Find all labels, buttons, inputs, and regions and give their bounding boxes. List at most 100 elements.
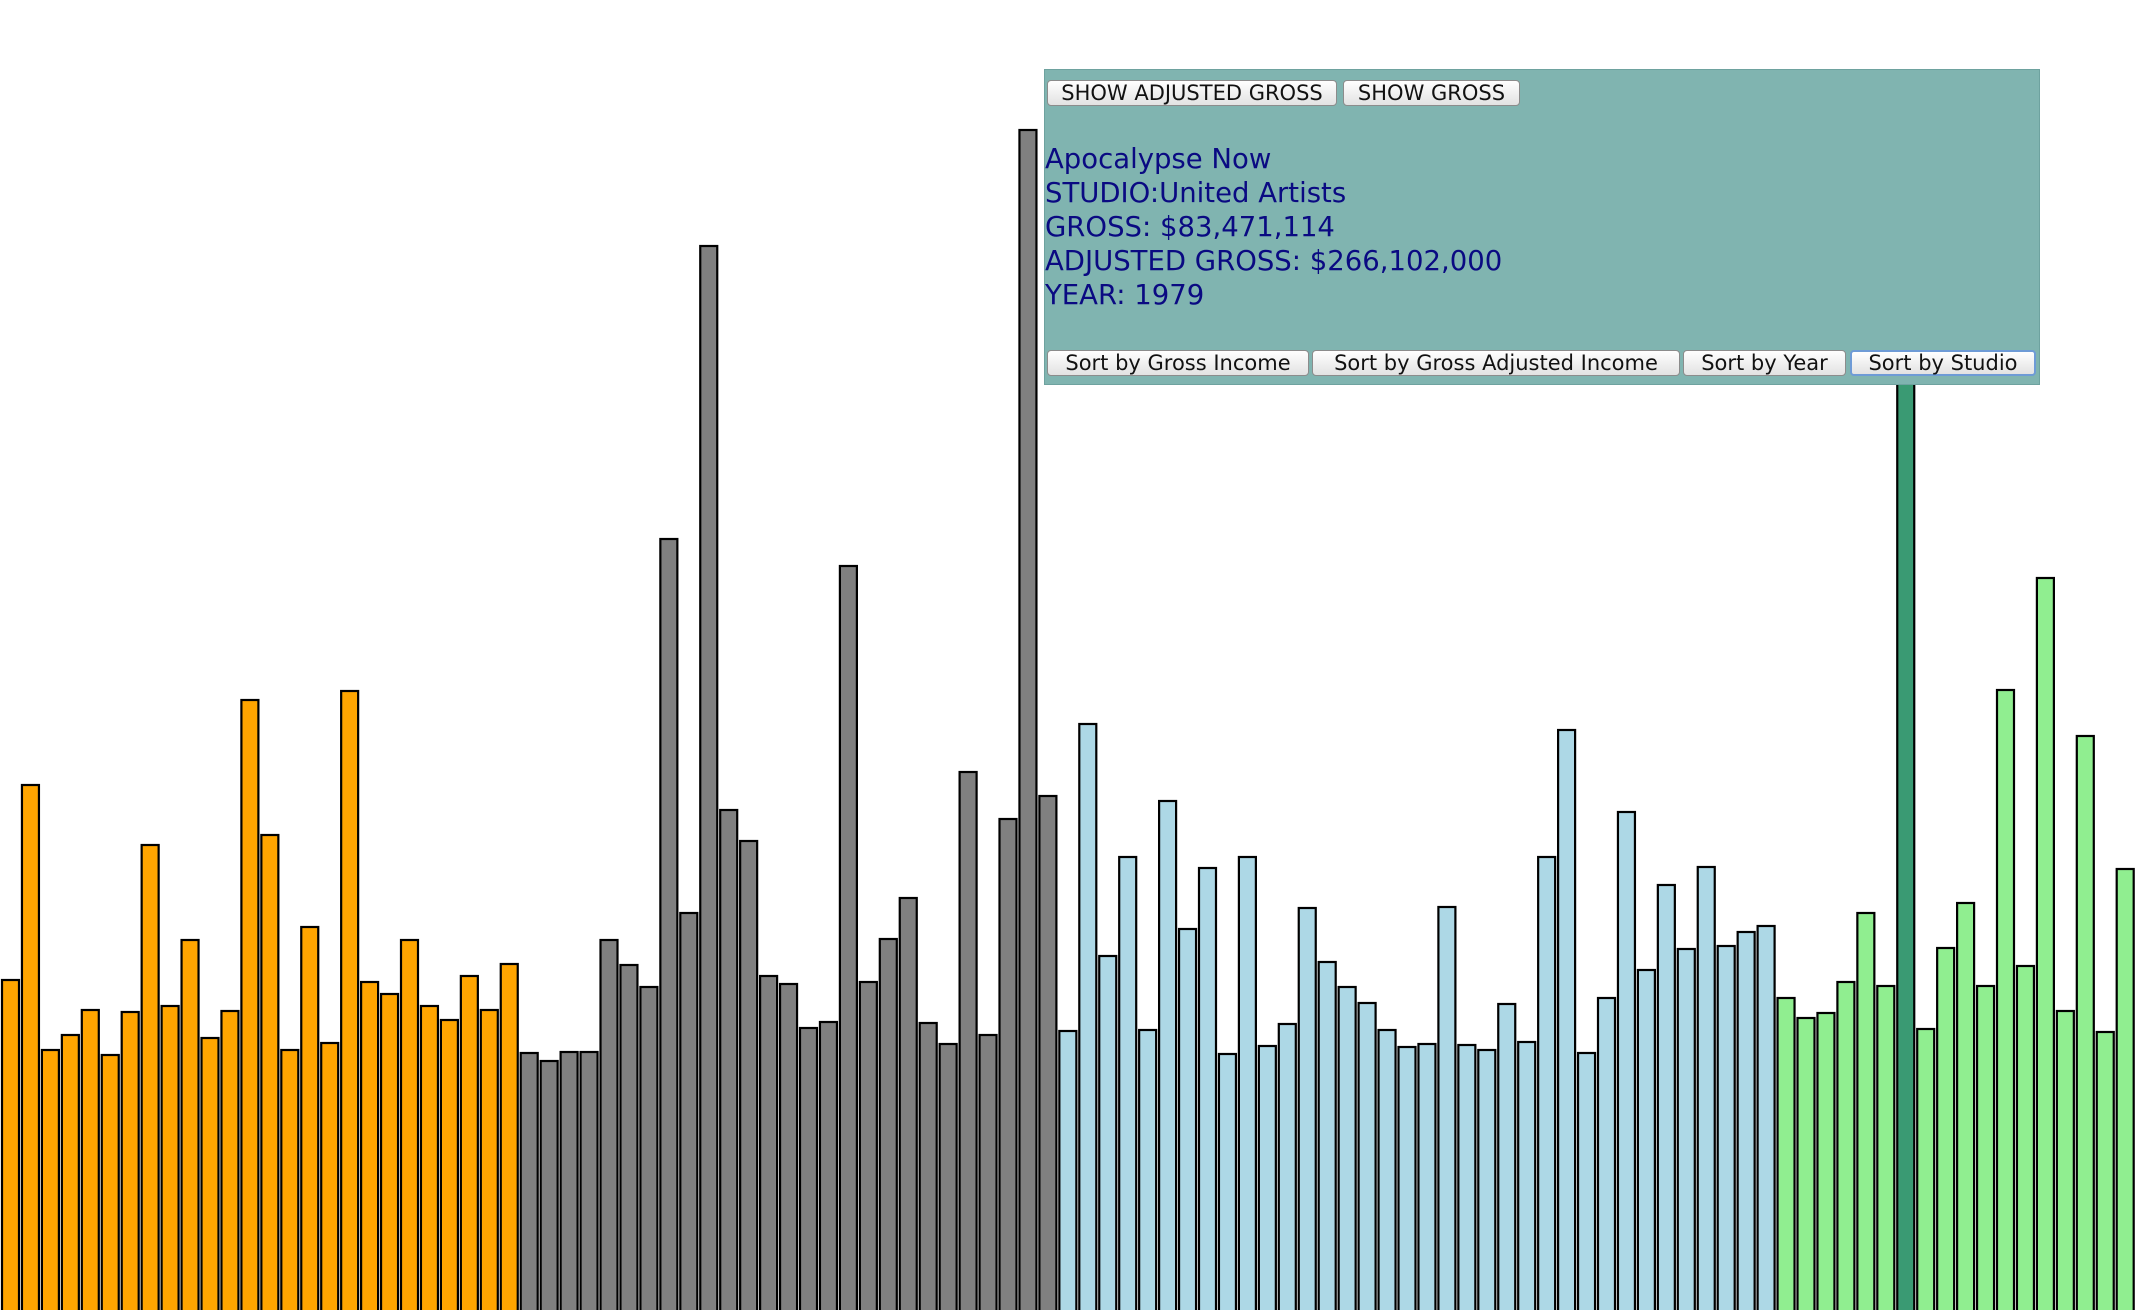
bar-3-17[interactable] (1377, 1028, 1397, 1310)
bar-2-27[interactable] (1038, 794, 1058, 1310)
bar-1-7[interactable] (120, 1010, 140, 1310)
bar-2-19[interactable] (878, 937, 898, 1310)
bar-4-3[interactable] (1816, 1011, 1836, 1310)
bar-2-22[interactable] (938, 1042, 958, 1310)
bar-3-31[interactable] (1656, 883, 1676, 1310)
bar-1-9[interactable] (160, 1004, 180, 1310)
bar-1-14[interactable] (260, 833, 280, 1310)
bar-4-10[interactable] (1955, 901, 1976, 1310)
bar-2-13[interactable] (758, 974, 779, 1310)
bar-3-8[interactable] (1197, 866, 1218, 1310)
bar-2-3[interactable] (559, 1050, 579, 1310)
bar-3-11[interactable] (1257, 1044, 1277, 1310)
bar-1-17[interactable] (320, 1041, 340, 1310)
bar-3-19[interactable] (1417, 1042, 1437, 1310)
bar-3-13[interactable] (1297, 906, 1317, 1310)
bar-1-5[interactable] (80, 1008, 100, 1310)
bar-3-24[interactable] (1517, 1040, 1537, 1310)
bar-3-4[interactable] (1118, 855, 1138, 1310)
bar-1-8[interactable] (140, 843, 160, 1310)
bar-3-15[interactable] (1337, 985, 1357, 1310)
bar-2-17[interactable] (838, 564, 859, 1310)
bar-1-2[interactable] (20, 783, 41, 1310)
bar-2-7[interactable] (639, 985, 659, 1310)
bar-1-4[interactable] (60, 1033, 80, 1310)
bar-3-35[interactable] (1736, 930, 1756, 1310)
bar-2-2[interactable] (539, 1059, 559, 1310)
bar-1-26[interactable] (499, 962, 519, 1310)
bar-3-20[interactable] (1437, 905, 1457, 1310)
bar-3-2[interactable] (1078, 722, 1098, 1310)
bar-4-9[interactable] (1936, 946, 1956, 1310)
bar-3-33[interactable] (1696, 865, 1716, 1310)
bar-3-30[interactable] (1636, 968, 1657, 1310)
bar-2-24[interactable] (978, 1033, 998, 1310)
bar-3-32[interactable] (1676, 947, 1696, 1310)
bar-4-1[interactable] (1776, 996, 1796, 1310)
sort-by-year-button[interactable]: Sort by Year (1683, 350, 1846, 376)
sort-by-gross-button[interactable]: Sort by Gross Income (1047, 350, 1309, 376)
bar-1-24[interactable] (459, 974, 479, 1310)
bar-4-6[interactable] (1876, 984, 1896, 1310)
bar-3-26[interactable] (1556, 728, 1577, 1310)
bar-2-8[interactable] (659, 537, 679, 1310)
bar-4-12[interactable] (1995, 688, 2016, 1310)
bar-4-4[interactable] (1836, 980, 1856, 1310)
bar-1-10[interactable] (180, 938, 200, 1310)
bar-4-5[interactable] (1856, 911, 1876, 1310)
bar-3-28[interactable] (1596, 996, 1617, 1310)
bar-3-36[interactable] (1756, 924, 1776, 1310)
bar-4-14[interactable] (2035, 576, 2056, 1310)
bar-2-23[interactable] (958, 770, 978, 1310)
bar-1-25[interactable] (479, 1008, 499, 1310)
bar-3-1[interactable] (1058, 1029, 1078, 1310)
bar-4-8[interactable] (1916, 1027, 1936, 1310)
bar-2-18[interactable] (858, 980, 878, 1310)
bar-2-6[interactable] (619, 963, 639, 1310)
bar-3-22[interactable] (1477, 1048, 1497, 1310)
bar-1-12[interactable] (220, 1009, 240, 1310)
bar-1-16[interactable] (300, 925, 320, 1310)
bar-2-25[interactable] (998, 817, 1018, 1310)
bar-2-14[interactable] (778, 982, 799, 1310)
bar-4-15[interactable] (2055, 1009, 2075, 1310)
bar-4-2[interactable] (1796, 1016, 1816, 1310)
bar-2-5[interactable] (599, 938, 619, 1310)
bar-4-11[interactable] (1975, 984, 1996, 1310)
bar-1-22[interactable] (419, 1004, 440, 1310)
bar-1-13[interactable] (240, 698, 260, 1310)
sort-by-studio-button[interactable]: Sort by Studio (1850, 350, 2036, 376)
bar-1-1[interactable] (0, 978, 21, 1310)
bar-1-19[interactable] (360, 980, 380, 1310)
show-gross-button[interactable]: SHOW GROSS (1343, 80, 1520, 106)
bar-2-16[interactable] (818, 1020, 839, 1310)
bar-2-11[interactable] (719, 808, 739, 1310)
bar-1-6[interactable] (100, 1053, 120, 1310)
bar-3-7[interactable] (1177, 927, 1198, 1310)
bar-1-18[interactable] (340, 689, 360, 1310)
bar-1-15[interactable] (280, 1048, 300, 1310)
bar-2-26[interactable] (1018, 128, 1038, 1310)
bar-4-17[interactable] (2095, 1030, 2115, 1310)
bar-3-34[interactable] (1716, 944, 1736, 1310)
bar-3-27[interactable] (1576, 1051, 1597, 1310)
bar-2-21[interactable] (918, 1021, 938, 1310)
bar-3-18[interactable] (1397, 1045, 1417, 1310)
bar-2-10[interactable] (699, 244, 719, 1310)
bar-3-5[interactable] (1138, 1028, 1158, 1310)
bar-3-21[interactable] (1457, 1043, 1477, 1310)
bar-3-6[interactable] (1157, 799, 1178, 1310)
bar-3-9[interactable] (1217, 1052, 1238, 1310)
bar-3-25[interactable] (1537, 855, 1557, 1310)
show-adjusted-gross-button[interactable]: SHOW ADJUSTED GROSS (1047, 80, 1337, 106)
bar-3-3[interactable] (1098, 954, 1118, 1310)
bar-2-20[interactable] (898, 896, 918, 1310)
bar-4-13[interactable] (2015, 964, 2036, 1310)
bar-1-3[interactable] (40, 1048, 61, 1310)
bar-3-16[interactable] (1357, 1001, 1377, 1310)
bar-1-21[interactable] (399, 938, 420, 1310)
bar-1-11[interactable] (200, 1036, 220, 1310)
bar-1-23[interactable] (439, 1018, 459, 1310)
bar-2-1[interactable] (519, 1051, 539, 1310)
bar-2-9[interactable] (679, 911, 699, 1310)
